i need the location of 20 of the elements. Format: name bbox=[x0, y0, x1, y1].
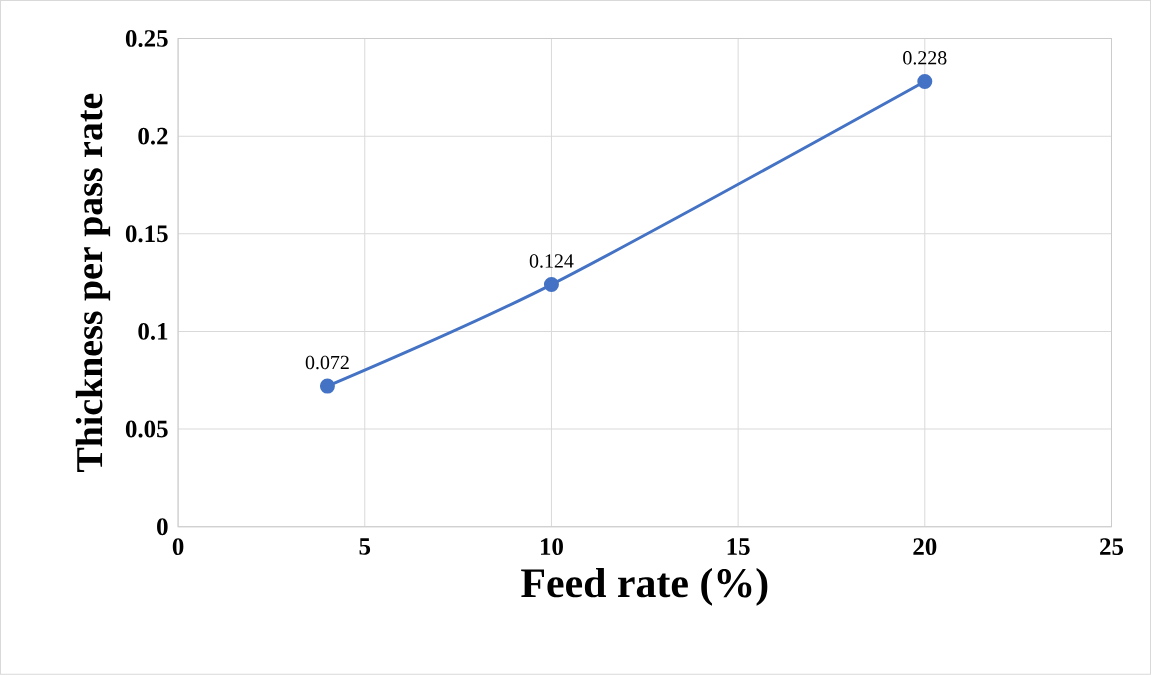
x-tick-label: 5 bbox=[359, 538, 371, 555]
y-tick-label: 0.15 bbox=[125, 225, 168, 243]
y-tick-label: 0 bbox=[157, 518, 168, 536]
y-tick-label: 0.05 bbox=[125, 420, 168, 438]
x-tick-label: 20 bbox=[913, 538, 937, 556]
y-tick-label: 0.1 bbox=[138, 323, 168, 341]
x-tick-label: 15 bbox=[727, 538, 750, 556]
y-tick-label: 0.2 bbox=[138, 127, 168, 145]
data-label: 0.124 bbox=[529, 254, 574, 268]
point bbox=[543, 277, 559, 293]
point bbox=[319, 378, 335, 394]
y-axis-title: Thickness per pass rate bbox=[75, 93, 111, 473]
data-label: 0.072 bbox=[305, 355, 349, 370]
point bbox=[917, 74, 933, 90]
x-tick-label: 25 bbox=[1100, 538, 1124, 556]
x-tick-label: 10 bbox=[540, 538, 563, 556]
data-label: 0.228 bbox=[903, 51, 947, 65]
y-tick-label: 0.25 bbox=[125, 30, 168, 48]
x-tick-label: 0 bbox=[172, 538, 184, 556]
x-axis-title: Feed rate (%) bbox=[521, 568, 768, 606]
